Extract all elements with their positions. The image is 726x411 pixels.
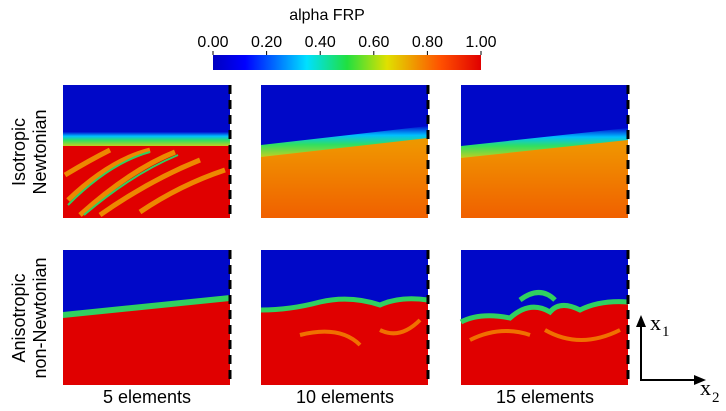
axis-subscript: 2 bbox=[712, 390, 720, 406]
colorbar-tick-label: 0.20 bbox=[251, 34, 282, 51]
boundary-lines bbox=[228, 85, 630, 385]
axis-symbol: x bbox=[700, 375, 711, 400]
axis-symbol: x bbox=[650, 310, 661, 335]
row-label: Isotropic bbox=[9, 118, 29, 186]
colorbar-tick-label: 0.00 bbox=[197, 34, 228, 51]
panel bbox=[459, 250, 629, 385]
colorbar bbox=[213, 55, 481, 70]
column-label: 5 elements bbox=[103, 387, 191, 407]
row-label: Newtonian bbox=[30, 109, 50, 194]
axes-indicator: x 1 x 2 bbox=[636, 310, 720, 406]
colorbar-tick-label: 1.00 bbox=[465, 34, 496, 51]
row-label: Anisotropic bbox=[9, 273, 29, 362]
colorbar-tick-label: 0.80 bbox=[412, 34, 443, 51]
column-label: 10 elements bbox=[296, 387, 394, 407]
panel bbox=[260, 250, 429, 385]
axis-subscript: 1 bbox=[662, 324, 670, 340]
row-label: non-Newtonian bbox=[30, 257, 50, 378]
panel bbox=[63, 250, 230, 385]
colorbar-title: alpha FRP bbox=[289, 7, 365, 24]
panel bbox=[63, 85, 230, 218]
colorbar-tick-label: 0.60 bbox=[358, 34, 389, 51]
panel bbox=[261, 85, 428, 218]
panel bbox=[461, 85, 628, 218]
column-label: 15 elements bbox=[496, 387, 594, 407]
colorbar-tick-label: 0.40 bbox=[305, 34, 336, 51]
